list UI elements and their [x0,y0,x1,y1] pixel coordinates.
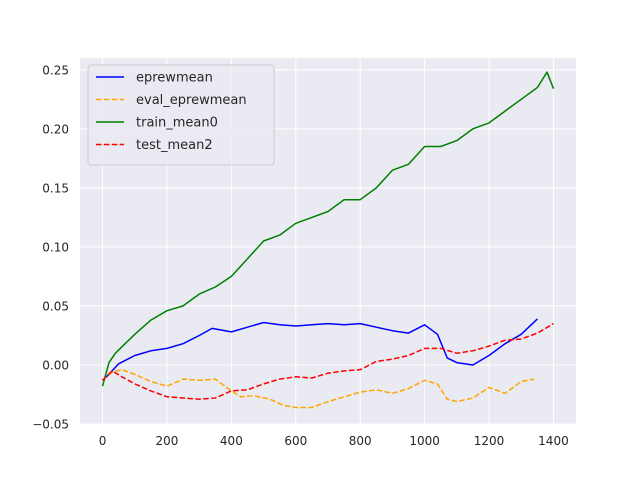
legend-label: test_mean2 [136,138,213,153]
series-line-eprewmean [101,318,538,381]
legend-box [87,64,275,166]
series-layer [101,71,555,409]
y-tick-label: 0.00 [42,358,69,372]
y-axis-ticks: −0.05 0.00 0.05 0.10 0.15 0.20 0.25 [32,63,69,431]
series-line-test-mean2 [101,322,554,400]
legend: eprewmean eval_eprewmean train_mean0 test_m… [87,64,275,166]
legend-label: train_mean0 [136,116,218,131]
y-tick-label: 0.25 [42,63,69,77]
x-tick-label: 400 [220,434,243,448]
x-tick-label: 600 [284,434,307,448]
legend-label: eprewmean [136,71,213,86]
y-tick-label: 0.10 [42,240,69,254]
x-tick-label: 1000 [409,434,440,448]
series-line-eval-eprewmean [102,368,535,409]
x-tick-label: 0 [99,434,107,448]
legend-label: eval_eprewmean [136,93,247,108]
x-tick-label: 1200 [474,434,505,448]
x-tick-label: 800 [349,434,372,448]
x-tick-label: 1400 [538,434,569,448]
y-tick-label: 0.05 [42,299,69,313]
y-tick-label: 0.15 [42,181,69,195]
x-axis-ticks: 0 200 400 600 800 1000 1200 1400 [99,434,569,448]
y-tick-label: −0.05 [32,418,69,432]
x-tick-label: 200 [156,434,179,448]
series-line-train-mean0 [101,71,555,387]
y-tick-label: 0.20 [42,122,69,136]
